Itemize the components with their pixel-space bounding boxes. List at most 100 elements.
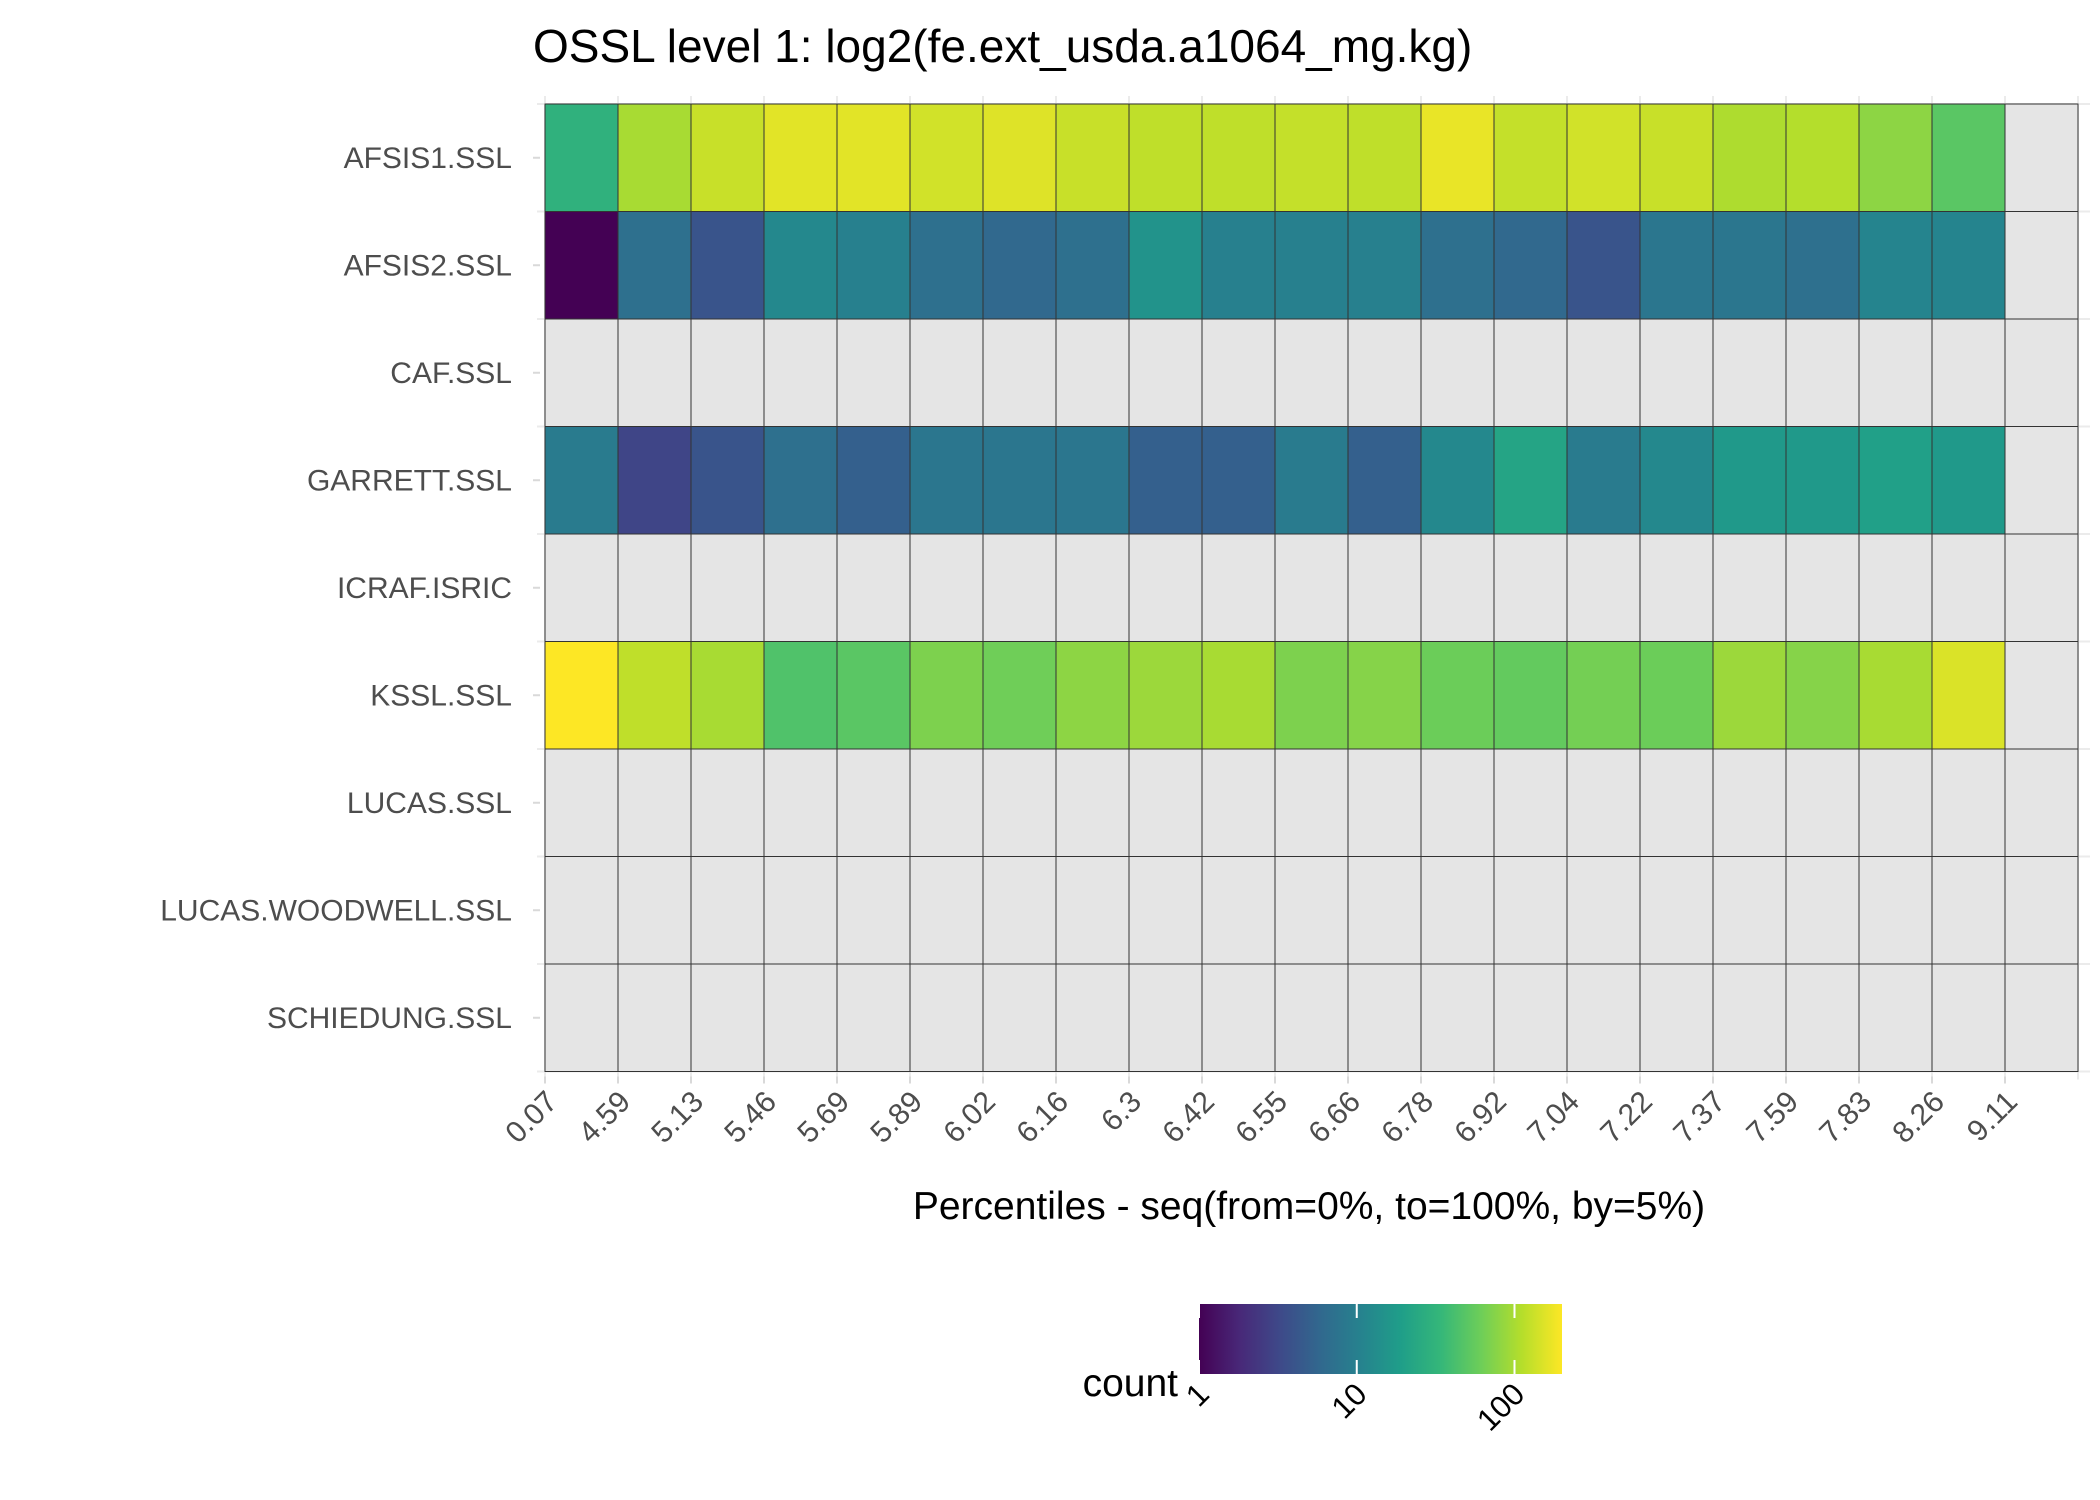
heatmap-cell — [1055, 103, 1130, 212]
heatmap-cell — [982, 963, 1057, 1072]
heatmap-cell — [909, 211, 984, 320]
y-axis-label: CAF.SSL — [390, 357, 512, 390]
heatmap-cell — [1347, 963, 1422, 1072]
x-axis-tick-label: 6.92 — [1448, 1085, 1513, 1150]
heatmap-cell — [1420, 533, 1495, 642]
heatmap-cell — [1201, 748, 1276, 857]
heatmap-cell — [1055, 426, 1130, 535]
heatmap-cell — [982, 641, 1057, 750]
heatmap-cell — [1201, 318, 1276, 427]
y-axis-label: AFSIS1.SSL — [344, 142, 512, 175]
heatmap-cell — [1931, 103, 2006, 212]
heatmap-cell — [690, 963, 765, 1072]
heatmap-cell — [2004, 211, 2079, 320]
heatmap-cell — [1639, 426, 1714, 535]
heatmap-cell — [763, 426, 838, 535]
heatmap-cells — [544, 103, 2079, 1072]
y-axis-label: GARRETT.SSL — [307, 464, 512, 497]
heatmap-cell — [1420, 426, 1495, 535]
heatmap-cell — [1201, 533, 1276, 642]
heatmap-cell — [1274, 533, 1349, 642]
heatmap-cell — [1931, 748, 2006, 857]
heatmap-cell — [909, 641, 984, 750]
heatmap-cell — [1493, 211, 1568, 320]
heatmap-cell — [1055, 748, 1130, 857]
heatmap-cell — [1274, 963, 1349, 1072]
heatmap-cell — [909, 748, 984, 857]
heatmap-cell — [544, 641, 619, 750]
heatmap-cell — [1639, 748, 1714, 857]
heatmap-cell — [1785, 318, 1860, 427]
heatmap-cell — [1055, 211, 1130, 320]
heatmap-cell — [836, 103, 911, 212]
heatmap-cell — [763, 533, 838, 642]
heatmap-cell — [544, 318, 619, 427]
heatmap-cell — [1274, 748, 1349, 857]
heatmap-cell — [909, 318, 984, 427]
heatmap-cell — [1347, 426, 1422, 535]
heatmap-cell — [1566, 963, 1641, 1072]
heatmap-cell — [1347, 748, 1422, 857]
heatmap-cell — [763, 641, 838, 750]
heatmap-cell — [544, 963, 619, 1072]
heatmap-cell — [1128, 318, 1203, 427]
heatmap-cell — [1347, 641, 1422, 750]
x-axis-tick-label: 8.26 — [1886, 1085, 1951, 1150]
heatmap-cell — [1420, 318, 1495, 427]
heatmap-cell — [544, 426, 619, 535]
x-axis-ticks: 0.07 4.59 5.13 5.46 5.69 5.89 6.02 6.16 6.3 6.42 6… — [499, 1076, 2024, 1150]
heatmap-cell — [1858, 963, 1933, 1072]
heatmap-cell — [836, 318, 911, 427]
heatmap-cell — [1785, 748, 1860, 857]
heatmap-cell — [1493, 856, 1568, 965]
heatmap-cell — [1639, 856, 1714, 965]
heatmap-cell — [1712, 856, 1787, 965]
x-axis-tick-label: 7.22 — [1594, 1085, 1659, 1150]
heatmap-cell — [1785, 426, 1860, 535]
legend-colorbar — [1199, 1304, 1562, 1374]
heatmap-cell — [617, 103, 692, 212]
heatmap-cell — [690, 641, 765, 750]
heatmap-cell — [1566, 426, 1641, 535]
legend-tick-label: 1 — [1179, 1376, 1216, 1413]
heatmap-cell — [617, 426, 692, 535]
heatmap-cell — [836, 426, 911, 535]
legend-title: count — [1083, 1362, 1179, 1405]
heatmap-cell — [1639, 318, 1714, 427]
heatmap-cell — [909, 103, 984, 212]
heatmap-cell — [763, 748, 838, 857]
y-axis-label: KSSL.SSL — [370, 679, 512, 712]
heatmap-cell — [1055, 641, 1130, 750]
legend-tick-label: 10 — [1325, 1376, 1374, 1425]
heatmap-cell — [1274, 641, 1349, 750]
heatmap-cell — [1347, 318, 1422, 427]
x-axis-tick-label: 9.11 — [1961, 1085, 2024, 1148]
heatmap-cell — [2004, 533, 2079, 642]
heatmap-cell — [1858, 318, 1933, 427]
heatmap-cell — [690, 426, 765, 535]
heatmap-cell — [982, 856, 1057, 965]
x-axis-tick-label: 7.04 — [1521, 1085, 1586, 1150]
heatmap-cell — [544, 211, 619, 320]
heatmap-cell — [1785, 856, 1860, 965]
heatmap-cell — [982, 103, 1057, 212]
heatmap-cell — [1493, 641, 1568, 750]
heatmap-cell — [1128, 963, 1203, 1072]
heatmap-cell — [1201, 856, 1276, 965]
heatmap-cell — [1347, 211, 1422, 320]
heatmap-cell — [617, 533, 692, 642]
heatmap-cell — [1639, 533, 1714, 642]
heatmap-cell — [909, 533, 984, 642]
heatmap-cell — [1785, 211, 1860, 320]
heatmap-cell — [1858, 103, 1933, 212]
x-axis-tick-label: 5.69 — [791, 1085, 856, 1150]
heatmap-cell — [1931, 533, 2006, 642]
color-legend: count 1 10 100 — [1083, 1304, 1562, 1438]
x-axis-tick-label: 5.89 — [864, 1085, 929, 1150]
heatmap-cell — [1274, 856, 1349, 965]
heatmap-cell — [2004, 641, 2079, 750]
heatmap-cell — [836, 533, 911, 642]
x-axis-tick-label: 4.59 — [572, 1085, 637, 1150]
heatmap-cell — [1566, 856, 1641, 965]
heatmap-cell — [2004, 856, 2079, 965]
